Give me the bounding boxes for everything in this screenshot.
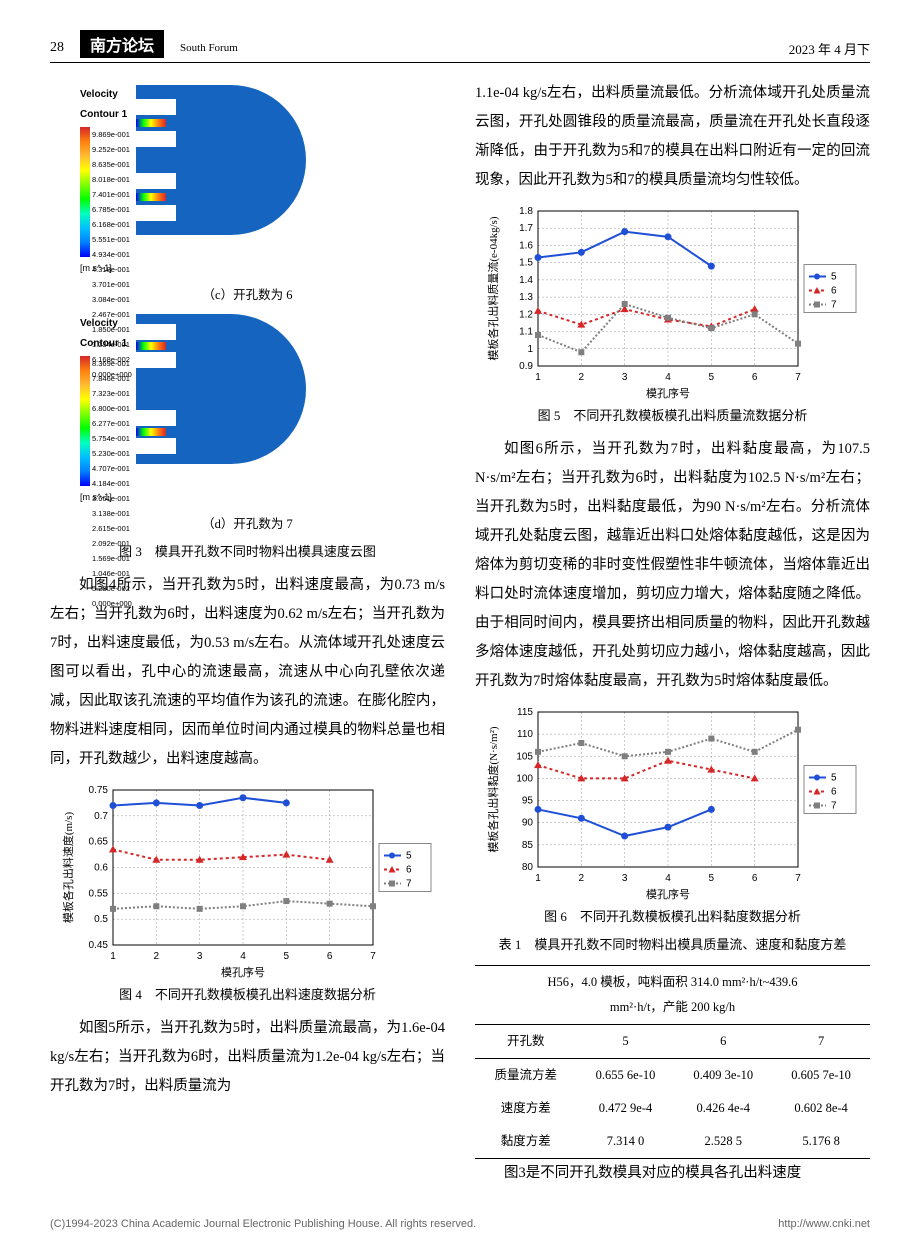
svg-text:4: 4 (240, 951, 246, 962)
paragraph-2: 如图5所示，当开孔数为5时，出料质量流最高，为1.6e-04 kg/s左右；当开… (50, 1014, 445, 1101)
issue-date: 2023 年 4 月下 (789, 39, 870, 58)
paragraph-3: 1.1e-04 kg/s左右，出料质量流最低。分析流体域开孔处质量流云图，开孔处… (475, 79, 870, 195)
footer-copyright: (C)1994-2023 China Academic Journal Elec… (50, 1218, 476, 1230)
paragraph-5: 图3是不同开孔数模具对应的模具各孔出料速度 (475, 1159, 870, 1188)
velocity-contour-c: VelocityContour 1 9.869e-0019.252e-0018.… (50, 85, 445, 277)
paragraph-1: 如图4所示，当开孔数为5时，出料速度最高，为0.73 m/s左右；当开孔数为6时… (50, 571, 445, 774)
fig6-caption: 图 6 不同开孔数模板模孔出料黏度数据分析 (475, 908, 870, 926)
svg-text:3: 3 (621, 372, 627, 383)
contour-shape-d (136, 314, 306, 464)
fig4-caption: 图 4 不同开孔数模板模孔出料速度数据分析 (50, 986, 445, 1004)
svg-text:6: 6 (406, 865, 412, 876)
svg-text:80: 80 (521, 862, 533, 873)
velocity-contour-d: VelocityContour 1 8.369e-0017.846e-0017.… (50, 314, 445, 506)
svg-text:模孔序号: 模孔序号 (221, 965, 265, 979)
svg-text:6: 6 (831, 787, 837, 798)
legend-values-d: 8.369e-0017.846e-0017.323e-0016.800e-001… (92, 356, 132, 486)
footer-url: http://www.cnki.net (778, 1218, 870, 1230)
svg-text:7: 7 (406, 879, 412, 890)
svg-text:7: 7 (795, 873, 801, 884)
chart-fig5: 0.911.11.21.31.41.51.61.71.81234567567模孔… (483, 201, 863, 401)
svg-text:0.65: 0.65 (88, 837, 108, 848)
svg-text:2: 2 (153, 951, 159, 962)
svg-text:模板各孔出料质量流(e-04kg/s): 模板各孔出料质量流(e-04kg/s) (486, 216, 500, 361)
svg-text:5: 5 (283, 951, 289, 962)
table1-caption: 表 1 模具开孔数不同时物料出模具质量流、速度和黏度方差 (475, 936, 870, 954)
color-bar (80, 356, 90, 486)
svg-text:1.5: 1.5 (519, 258, 533, 269)
svg-text:3: 3 (621, 873, 627, 884)
svg-text:3: 3 (196, 951, 202, 962)
table-1: H56，4.0 模板，吨料面积 314.0 mm²·h/t~439.6 mm²·… (475, 965, 870, 1159)
fig5-caption: 图 5 不同开孔数模板模孔出料质量流数据分析 (475, 407, 870, 425)
svg-text:5: 5 (708, 873, 714, 884)
svg-text:85: 85 (521, 840, 533, 851)
svg-text:5: 5 (708, 372, 714, 383)
svg-text:模板各孔出料速度(m/s): 模板各孔出料速度(m/s) (61, 812, 75, 924)
paragraph-4: 如图6所示，当开孔数为7时，出料黏度最高，为107.5 N·s/m²左右；当开孔… (475, 435, 870, 696)
svg-text:105: 105 (516, 751, 533, 762)
svg-text:5: 5 (831, 272, 837, 283)
svg-text:1.1: 1.1 (519, 327, 533, 338)
svg-text:0.5: 0.5 (94, 914, 108, 925)
svg-text:1.4: 1.4 (519, 275, 533, 286)
svg-text:7: 7 (831, 300, 837, 311)
journal-name-en: South Forum (180, 42, 238, 54)
right-column: 1.1e-04 kg/s左右，出料质量流最低。分析流体域开孔处质量流云图，开孔处… (475, 79, 870, 1188)
svg-text:1.6: 1.6 (519, 240, 533, 251)
contour-title: VelocityContour 1 (80, 85, 132, 125)
journal-name-cn: 南方论坛 (80, 30, 164, 58)
svg-text:模板各孔出料黏度(N·s/m²): 模板各孔出料黏度(N·s/m²) (486, 726, 500, 852)
svg-text:1.7: 1.7 (519, 223, 533, 234)
svg-text:2: 2 (578, 372, 584, 383)
svg-text:95: 95 (521, 796, 533, 807)
svg-text:7: 7 (795, 372, 801, 383)
svg-text:115: 115 (517, 707, 533, 718)
page-header: 28 南方论坛 South Forum 2023 年 4 月下 (50, 30, 870, 63)
chart-fig6: 80 85 90 95 100 105 110 115 1 2 3 4 5 6 7 5 6 7 模孔序号 模板各孔出料… (483, 702, 863, 902)
contour-title: VelocityContour 1 (80, 314, 132, 354)
page-footer: (C)1994-2023 China Academic Journal Elec… (0, 1208, 920, 1250)
svg-text:100: 100 (516, 774, 533, 785)
table-header-note: H56，4.0 模板，吨料面积 314.0 mm²·h/t~439.6 mm²·… (475, 965, 870, 1024)
svg-text:1.2: 1.2 (519, 309, 533, 320)
svg-text:1: 1 (527, 344, 533, 355)
svg-text:1: 1 (535, 873, 541, 884)
table-col-header: 开孔数567 (475, 1024, 870, 1058)
svg-text:1: 1 (110, 951, 116, 962)
svg-text:0.55: 0.55 (88, 889, 108, 900)
left-column: VelocityContour 1 9.869e-0019.252e-0018.… (50, 79, 445, 1188)
svg-text:6: 6 (751, 372, 757, 383)
svg-text:1.3: 1.3 (519, 292, 533, 303)
svg-text:90: 90 (521, 818, 533, 829)
svg-text:4: 4 (665, 372, 671, 383)
svg-text:1.8: 1.8 (519, 206, 533, 217)
svg-text:模孔序号: 模孔序号 (646, 887, 690, 901)
page-number: 28 (50, 40, 64, 56)
legend-values-c: 9.869e-0019.252e-0018.635e-0018.018e-001… (92, 127, 132, 257)
svg-text:1: 1 (535, 372, 541, 383)
svg-text:0.45: 0.45 (88, 940, 108, 951)
svg-text:0.75: 0.75 (88, 785, 108, 796)
color-bar (80, 127, 90, 257)
svg-text:7: 7 (370, 951, 376, 962)
table-body: 质量流方差0.655 6e-100.409 3e-100.605 7e-10速度… (475, 1058, 870, 1158)
svg-text:6: 6 (751, 873, 757, 884)
chart-fig4: 0.45 0.5 0.55 0.6 0.65 0.7 0.75 1 2 3 4 5 6 7 5 6 7 模孔序号 模… (58, 780, 438, 980)
svg-text:6: 6 (326, 951, 332, 962)
svg-text:2: 2 (578, 873, 584, 884)
svg-text:0.6: 0.6 (94, 863, 108, 874)
svg-text:模孔序号: 模孔序号 (646, 386, 690, 400)
svg-text:6: 6 (831, 286, 837, 297)
svg-text:0.7: 0.7 (94, 811, 108, 822)
svg-text:0.9: 0.9 (519, 361, 533, 372)
svg-text:110: 110 (517, 729, 533, 740)
svg-text:7: 7 (831, 801, 837, 812)
svg-text:4: 4 (665, 873, 671, 884)
contour-shape-c (136, 85, 306, 235)
svg-text:5: 5 (406, 851, 412, 862)
svg-text:5: 5 (831, 773, 837, 784)
